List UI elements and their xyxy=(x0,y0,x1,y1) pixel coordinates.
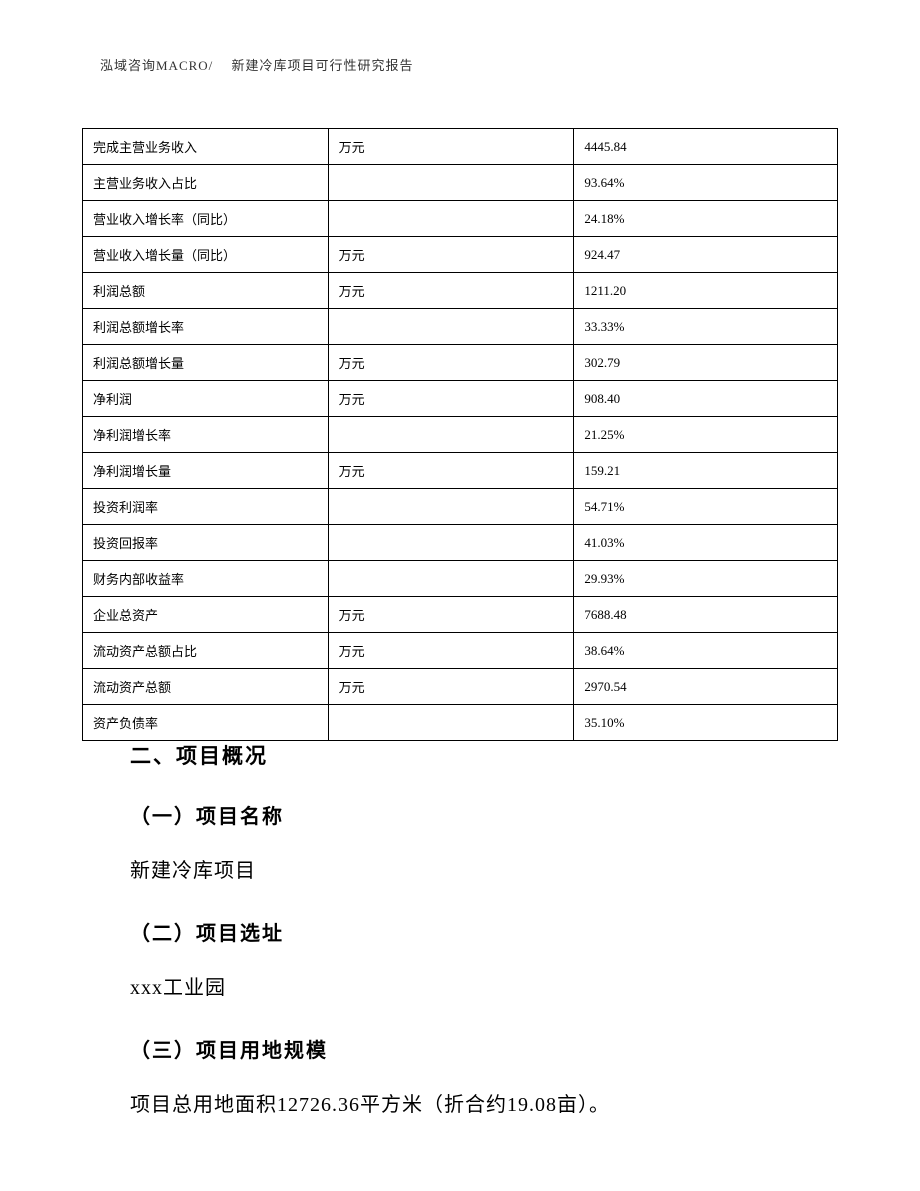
cell-value: 29.93% xyxy=(574,561,838,597)
table-row: 投资回报率 41.03% xyxy=(83,525,838,561)
table-row: 完成主营业务收入万元4445.84 xyxy=(83,129,838,165)
cell-label: 利润总额增长率 xyxy=(83,309,329,345)
cell-value: 41.03% xyxy=(574,525,838,561)
table-row: 利润总额增长率 33.33% xyxy=(83,309,838,345)
cell-label: 完成主营业务收入 xyxy=(83,129,329,165)
cell-unit: 万元 xyxy=(328,381,574,417)
table-row: 财务内部收益率 29.93% xyxy=(83,561,838,597)
cell-unit xyxy=(328,165,574,201)
cell-unit: 万元 xyxy=(328,633,574,669)
table-row: 主营业务收入占比 93.64% xyxy=(83,165,838,201)
cell-unit xyxy=(328,561,574,597)
subsection-2-text: xxx工业园 xyxy=(130,972,790,1004)
cell-unit: 万元 xyxy=(328,237,574,273)
cell-label: 流动资产总额占比 xyxy=(83,633,329,669)
cell-value: 35.10% xyxy=(574,705,838,741)
page-header: 泓域咨询MACRO/ 新建冷库项目可行性研究报告 xyxy=(100,55,414,74)
cell-value: 302.79 xyxy=(574,345,838,381)
cell-label: 净利润增长率 xyxy=(83,417,329,453)
cell-value: 38.64% xyxy=(574,633,838,669)
cell-value: 908.40 xyxy=(574,381,838,417)
cell-value: 159.21 xyxy=(574,453,838,489)
cell-label: 投资回报率 xyxy=(83,525,329,561)
table-row: 利润总额增长量万元302.79 xyxy=(83,345,838,381)
cell-value: 33.33% xyxy=(574,309,838,345)
cell-label: 资产负债率 xyxy=(83,705,329,741)
cell-unit xyxy=(328,309,574,345)
table-row: 净利润万元908.40 xyxy=(83,381,838,417)
cell-label: 利润总额增长量 xyxy=(83,345,329,381)
cell-label: 净利润增长量 xyxy=(83,453,329,489)
cell-unit xyxy=(328,705,574,741)
subsection-3-text: 项目总用地面积12726.36平方米（折合约19.08亩）。 xyxy=(130,1089,790,1121)
table-row: 利润总额万元1211.20 xyxy=(83,273,838,309)
cell-unit xyxy=(328,417,574,453)
cell-value: 2970.54 xyxy=(574,669,838,705)
table-body: 完成主营业务收入万元4445.84 主营业务收入占比93.64% 营业收入增长率… xyxy=(83,129,838,741)
cell-unit xyxy=(328,489,574,525)
cell-label: 投资利润率 xyxy=(83,489,329,525)
cell-value: 924.47 xyxy=(574,237,838,273)
cell-unit: 万元 xyxy=(328,597,574,633)
cell-unit xyxy=(328,201,574,237)
cell-value: 54.71% xyxy=(574,489,838,525)
cell-value: 93.64% xyxy=(574,165,838,201)
cell-label: 净利润 xyxy=(83,381,329,417)
financial-table: 完成主营业务收入万元4445.84 主营业务收入占比93.64% 营业收入增长率… xyxy=(82,128,838,741)
table-row: 投资利润率 54.71% xyxy=(83,489,838,525)
table-row: 企业总资产万元7688.48 xyxy=(83,597,838,633)
subsection-1-text: 新建冷库项目 xyxy=(130,855,790,887)
cell-value: 1211.20 xyxy=(574,273,838,309)
subsection-1-heading: （一）项目名称 xyxy=(130,800,790,829)
section-heading: 二、项目概况 xyxy=(130,740,790,770)
content-section: 二、项目概况 （一）项目名称 新建冷库项目 （二）项目选址 xxx工业园 （三）… xyxy=(130,740,790,1151)
table-row: 流动资产总额万元2970.54 xyxy=(83,669,838,705)
subsection-3-heading: （三）项目用地规模 xyxy=(130,1034,790,1063)
cell-label: 财务内部收益率 xyxy=(83,561,329,597)
table-row: 资产负债率 35.10% xyxy=(83,705,838,741)
cell-value: 7688.48 xyxy=(574,597,838,633)
cell-unit: 万元 xyxy=(328,345,574,381)
cell-label: 企业总资产 xyxy=(83,597,329,633)
cell-label: 营业收入增长率（同比） xyxy=(83,201,329,237)
cell-value: 21.25% xyxy=(574,417,838,453)
cell-unit: 万元 xyxy=(328,273,574,309)
table-row: 营业收入增长量（同比）万元924.47 xyxy=(83,237,838,273)
header-text: 泓域咨询MACRO/ 新建冷库项目可行性研究报告 xyxy=(100,58,414,73)
subsection-2-heading: （二）项目选址 xyxy=(130,917,790,946)
cell-value: 4445.84 xyxy=(574,129,838,165)
table-row: 营业收入增长率（同比） 24.18% xyxy=(83,201,838,237)
table-row: 净利润增长率 21.25% xyxy=(83,417,838,453)
cell-unit: 万元 xyxy=(328,669,574,705)
financial-table-container: 完成主营业务收入万元4445.84 主营业务收入占比93.64% 营业收入增长率… xyxy=(82,128,838,741)
cell-unit xyxy=(328,525,574,561)
cell-label: 利润总额 xyxy=(83,273,329,309)
cell-unit: 万元 xyxy=(328,129,574,165)
cell-label: 营业收入增长量（同比） xyxy=(83,237,329,273)
cell-value: 24.18% xyxy=(574,201,838,237)
cell-label: 主营业务收入占比 xyxy=(83,165,329,201)
cell-label: 流动资产总额 xyxy=(83,669,329,705)
table-row: 净利润增长量万元159.21 xyxy=(83,453,838,489)
table-row: 流动资产总额占比万元38.64% xyxy=(83,633,838,669)
cell-unit: 万元 xyxy=(328,453,574,489)
